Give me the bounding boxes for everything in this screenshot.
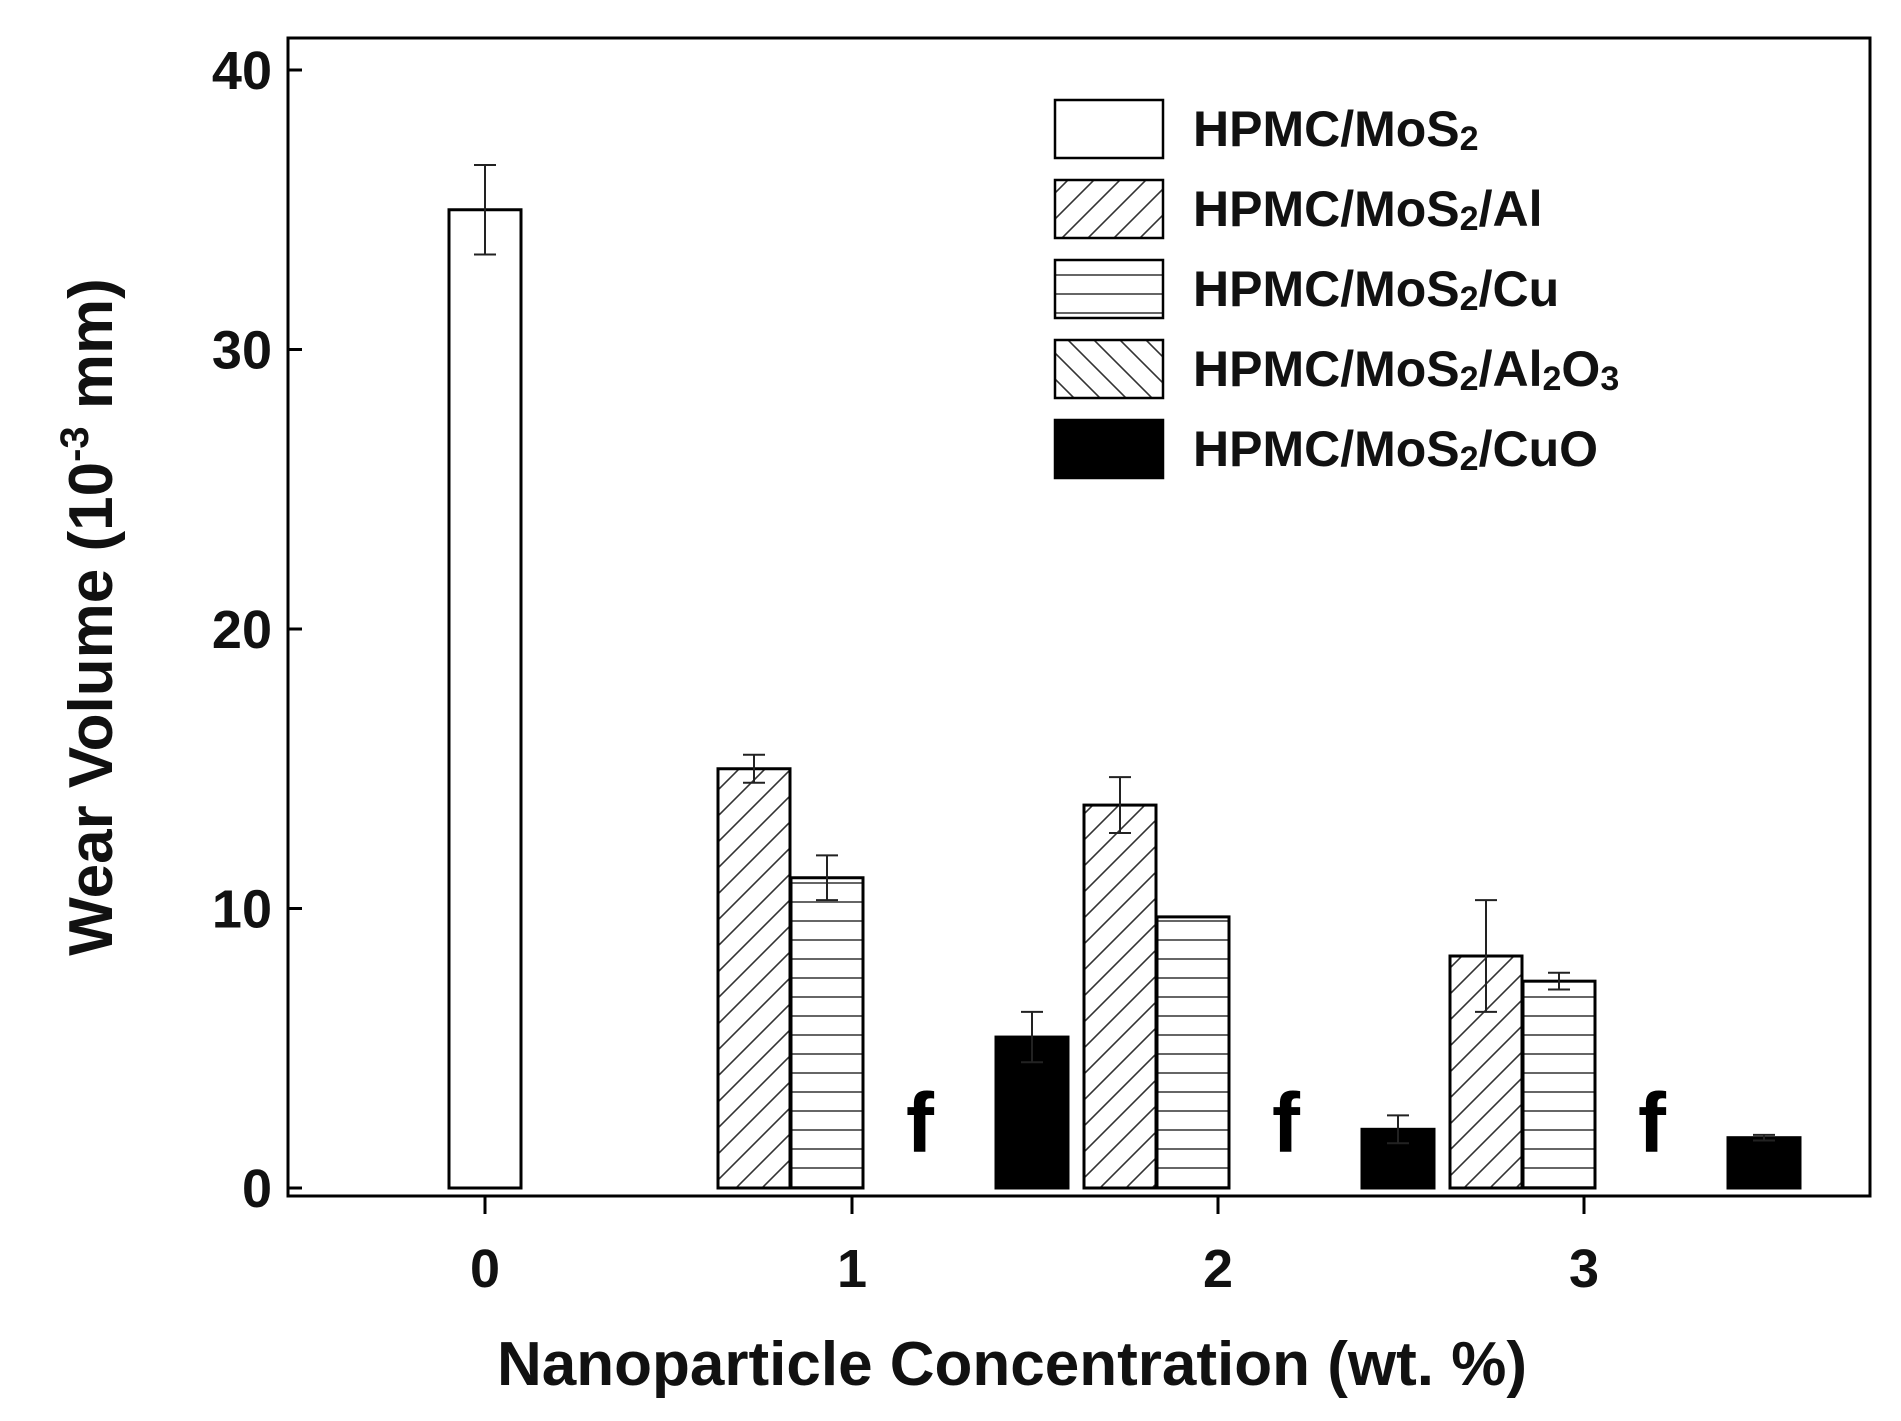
- annotation-label: f: [1272, 1076, 1301, 1170]
- legend-label-part: 2: [1460, 440, 1479, 478]
- y-tick-label: 40: [212, 41, 272, 101]
- legend-swatch-al2o3: [1053, 338, 1165, 400]
- legend-label-al2o3: HPMC/MoS2/Al2O3: [1193, 341, 1619, 398]
- legend-label-part: HPMC/MoS: [1193, 341, 1460, 397]
- bar-cu-2: [1155, 915, 1231, 1190]
- annotation-label: f: [906, 1076, 935, 1170]
- legend-label-mos2: HPMC/MoS2: [1193, 101, 1479, 158]
- legend-label-cu: HPMC/MoS2/Cu: [1193, 261, 1559, 318]
- x-tick-label: 3: [1569, 1239, 1599, 1299]
- x-tick-label: 0: [470, 1239, 500, 1299]
- legend-label-part: 2: [1460, 360, 1479, 398]
- y-tick-label: 30: [212, 321, 272, 381]
- legend-label-part: HPMC/MoS: [1193, 261, 1460, 317]
- legend-label-part: 2: [1542, 360, 1561, 398]
- y-tick-label: 0: [242, 1159, 272, 1219]
- y-axis-title-exponent: -3: [53, 426, 97, 462]
- bars: [447, 208, 1802, 1190]
- y-tick-label: 20: [212, 600, 272, 660]
- legend-swatch-cuo: [1053, 418, 1165, 480]
- legend-label-part: 2: [1460, 120, 1479, 158]
- legend-label-part: 2: [1460, 200, 1479, 238]
- x-axis: 0 1 2 3: [470, 1196, 1599, 1299]
- legend-label-part: /Al: [1479, 341, 1543, 397]
- bar-cu-1: [789, 876, 865, 1190]
- legend-label-part: 2: [1460, 280, 1479, 318]
- legend-label-part: /Al: [1479, 181, 1543, 237]
- legend-label-part: /Cu: [1479, 261, 1560, 317]
- legend-label-part: HPMC/MoS: [1193, 181, 1460, 237]
- y-axis-title-unit: mm): [57, 278, 126, 426]
- legend-label-part: HPMC/MoS: [1193, 421, 1460, 477]
- legend-swatch-cu: [1053, 258, 1165, 320]
- y-axis-title-main: Wear Volume (10: [57, 462, 126, 956]
- y-axis: 0 10 20 30 40: [212, 41, 302, 1219]
- legend-swatch-al: [1053, 178, 1165, 240]
- bar-al-2: [1082, 803, 1158, 1190]
- bar-cu-3: [1521, 979, 1597, 1190]
- y-axis-title: Wear Volume (10-3 mm): [53, 278, 126, 956]
- x-tick-label: 2: [1203, 1239, 1233, 1299]
- legend-label-cuo: HPMC/MoS2/CuO: [1193, 421, 1598, 478]
- x-axis-title: Nanoparticle Concentration (wt. %): [497, 1330, 1527, 1399]
- legend-label-part: 3: [1600, 360, 1619, 398]
- y-tick-label: 10: [212, 880, 272, 940]
- legend-swatch-mos2: [1053, 98, 1165, 160]
- bar-cuo-3: [1726, 1136, 1802, 1190]
- legend-label-part: /CuO: [1479, 421, 1598, 477]
- bar-mos2-0: [447, 208, 523, 1190]
- bar-al-1: [716, 767, 792, 1190]
- x-tick-label: 1: [837, 1239, 867, 1299]
- error-bars: [474, 164, 1775, 1145]
- legend: HPMC/MoS2HPMC/MoS2/AlHPMC/MoS2/CuHPMC/Mo…: [1053, 98, 1619, 480]
- legend-label-part: HPMC/MoS: [1193, 101, 1460, 157]
- legend-label-part: O: [1561, 341, 1600, 397]
- annotation-label: f: [1638, 1076, 1667, 1170]
- legend-label-al: HPMC/MoS2/Al: [1193, 181, 1542, 238]
